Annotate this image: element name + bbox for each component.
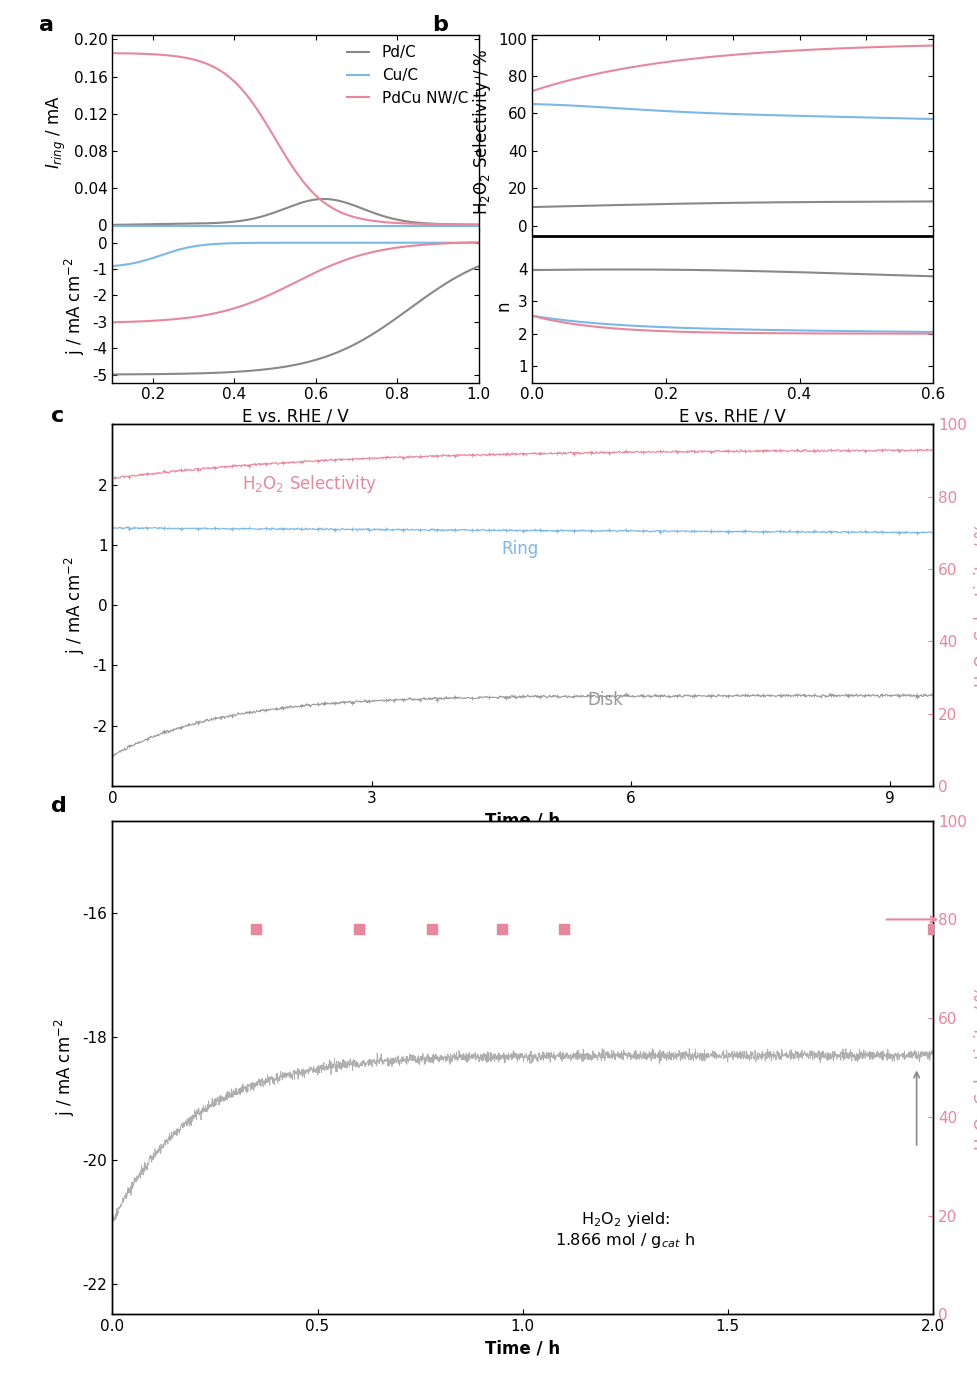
X-axis label: E vs. RHE / V: E vs. RHE / V [679, 408, 786, 426]
Legend: Pd/C, Cu/C, PdCu NW/C: Pd/C, Cu/C, PdCu NW/C [344, 42, 471, 108]
Y-axis label: n: n [494, 300, 512, 312]
Point [248, 918, 264, 940]
Point [494, 918, 510, 940]
Text: b: b [433, 15, 448, 35]
Point [925, 918, 941, 940]
Point [425, 918, 441, 940]
Point [351, 918, 366, 940]
Text: d: d [51, 796, 66, 817]
Y-axis label: j / mA cm$^{-2}$: j / mA cm$^{-2}$ [63, 257, 87, 355]
Text: H$_2$O$_2$ Selectivity: H$_2$O$_2$ Selectivity [242, 473, 377, 495]
X-axis label: E vs. RHE / V: E vs. RHE / V [242, 408, 349, 426]
Y-axis label: j / mA cm$^{-2}$: j / mA cm$^{-2}$ [53, 1018, 77, 1117]
Y-axis label: H$_2$O$_2$ Selectivity / %: H$_2$O$_2$ Selectivity / % [972, 522, 977, 689]
Text: c: c [51, 406, 64, 426]
X-axis label: Time / h: Time / h [486, 1340, 560, 1358]
Text: H$_2$O$_2$ yield:
1.866 mol / g$_{cat}$ h: H$_2$O$_2$ yield: 1.866 mol / g$_{cat}$ … [555, 1210, 696, 1251]
Y-axis label: H$_2$O$_2$ Selectivity / %: H$_2$O$_2$ Selectivity / % [972, 985, 977, 1150]
Y-axis label: $I_{ring}$ / mA: $I_{ring}$ / mA [45, 95, 68, 170]
Text: Disk: Disk [587, 690, 623, 708]
Text: Ring: Ring [501, 540, 538, 558]
Y-axis label: H$_2$O$_2$ Selectivity / %: H$_2$O$_2$ Selectivity / % [471, 49, 493, 216]
Y-axis label: j / mA cm$^{-2}$: j / mA cm$^{-2}$ [63, 556, 87, 654]
X-axis label: Time / h: Time / h [486, 811, 560, 829]
Point [556, 918, 572, 940]
Text: a: a [39, 15, 54, 35]
